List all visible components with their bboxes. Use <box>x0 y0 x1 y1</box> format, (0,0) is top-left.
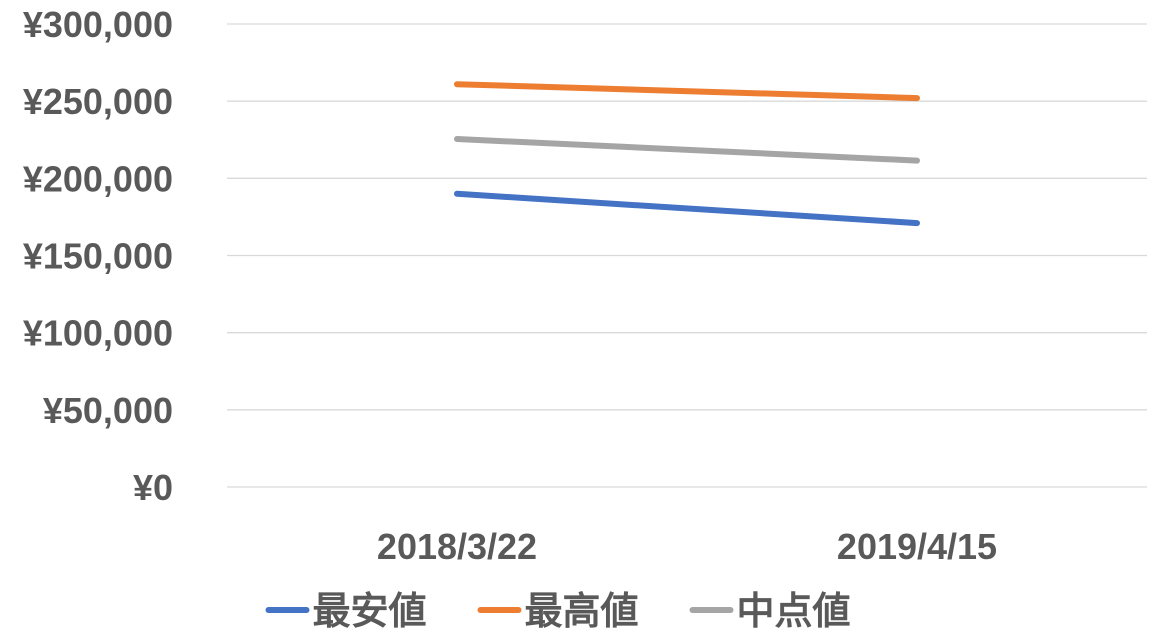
y-tick-label: ¥250,000 <box>23 81 173 122</box>
legend-label: 最安値 <box>313 589 427 633</box>
legend-item: 最高値 <box>477 589 639 633</box>
gridlines <box>227 23 1147 488</box>
y-tick-label: ¥0 <box>133 467 173 508</box>
legend-label: 最高値 <box>525 589 639 633</box>
y-tick-label: ¥150,000 <box>23 236 173 277</box>
legend: 最安値 最高値 中点値 <box>265 589 851 633</box>
y-tick-label: ¥300,000 <box>23 4 173 45</box>
legend-item: 中点値 <box>689 589 851 633</box>
legend-item: 最安値 <box>265 589 427 633</box>
series-line-2 <box>454 81 920 102</box>
x-tick-label: 2018/3/22 <box>377 526 537 567</box>
x-tick-label: 2019/4/15 <box>837 526 997 567</box>
x-axis-tick-labels: 2018/3/22 2019/4/15 <box>377 526 997 567</box>
series-line-3 <box>454 136 920 164</box>
y-axis-tick-labels: ¥0 ¥50,000 ¥100,000 ¥150,000 ¥200,000 ¥250,00… <box>23 4 173 508</box>
series-line-1 <box>454 190 920 227</box>
y-tick-label: ¥100,000 <box>23 313 173 354</box>
legend-label: 中点値 <box>737 589 851 633</box>
series-lines <box>454 81 920 227</box>
y-tick-label: ¥200,000 <box>23 158 173 199</box>
y-tick-label: ¥50,000 <box>43 390 173 431</box>
